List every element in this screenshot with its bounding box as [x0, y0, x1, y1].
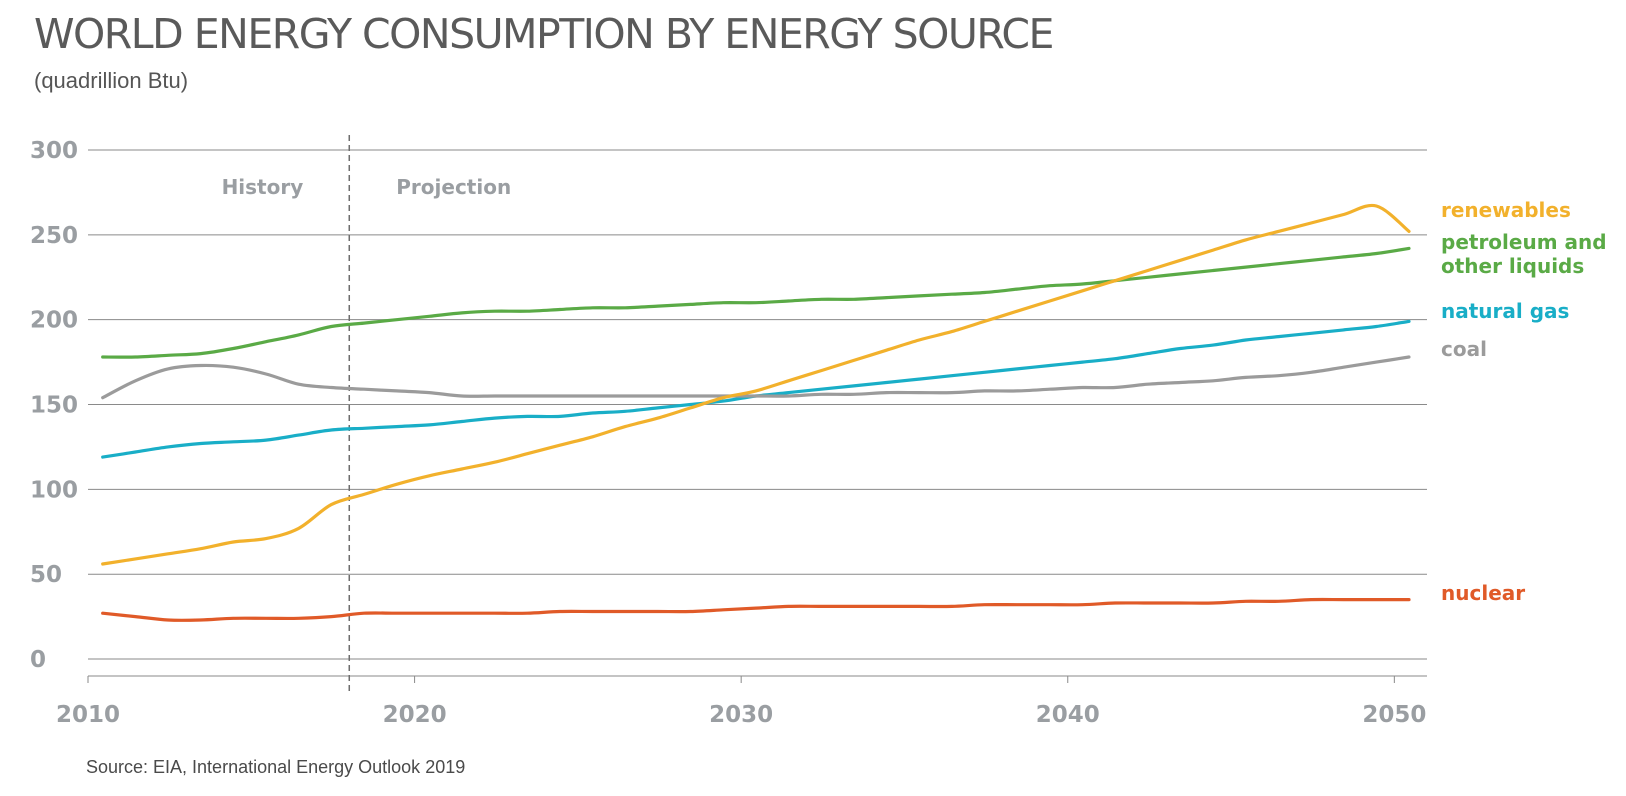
series-line-nuclear	[101, 597, 1411, 622]
y-tick-label: 200	[30, 308, 78, 334]
series-line-natural-gas	[101, 319, 1411, 459]
series-line-petroleum-and-other-liquids	[101, 246, 1411, 359]
gridlines	[88, 149, 1427, 660]
y-tick-label: 100	[30, 477, 78, 503]
y-tick-label: 150	[30, 393, 78, 419]
chart-subtitle: (quadrillion Btu)	[34, 68, 189, 93]
projection-label: Projection	[396, 175, 511, 199]
y-tick-label: 50	[30, 562, 62, 588]
y-tick-label: 300	[30, 138, 78, 164]
series-label-renewables: renewables	[1441, 198, 1571, 222]
series-label-petroleum-and-other-liquids: petroleum and	[1441, 230, 1607, 254]
history-label: History	[222, 175, 304, 199]
series-label-coal: coal	[1441, 337, 1487, 361]
series-label-petroleum-and-other-liquids: other liquids	[1441, 254, 1584, 278]
x-tick-label: 2010	[56, 702, 120, 728]
y-tick-label: 0	[30, 647, 46, 673]
series-label-nuclear: nuclear	[1441, 581, 1525, 605]
series-label-natural-gas: natural gas	[1441, 299, 1569, 323]
x-tick-label: 2040	[1036, 702, 1100, 728]
y-tick-label: 250	[30, 223, 78, 249]
source-note: Source: EIA, International Energy Outloo…	[86, 757, 466, 777]
x-tick-label: 2020	[383, 702, 447, 728]
chart-title: WORLD ENERGY CONSUMPTION BY ENERGY SOURC…	[34, 10, 1054, 58]
series-line-renewables	[101, 203, 1411, 566]
series-lines	[101, 203, 1411, 622]
x-tick-label: 2050	[1362, 702, 1426, 728]
x-tick-label: 2030	[709, 702, 773, 728]
series-line-coal	[101, 355, 1411, 400]
axes: 0 50 100 150 200 250 300 2010 2020 2030 2040 2050 Hi…	[30, 135, 1427, 728]
